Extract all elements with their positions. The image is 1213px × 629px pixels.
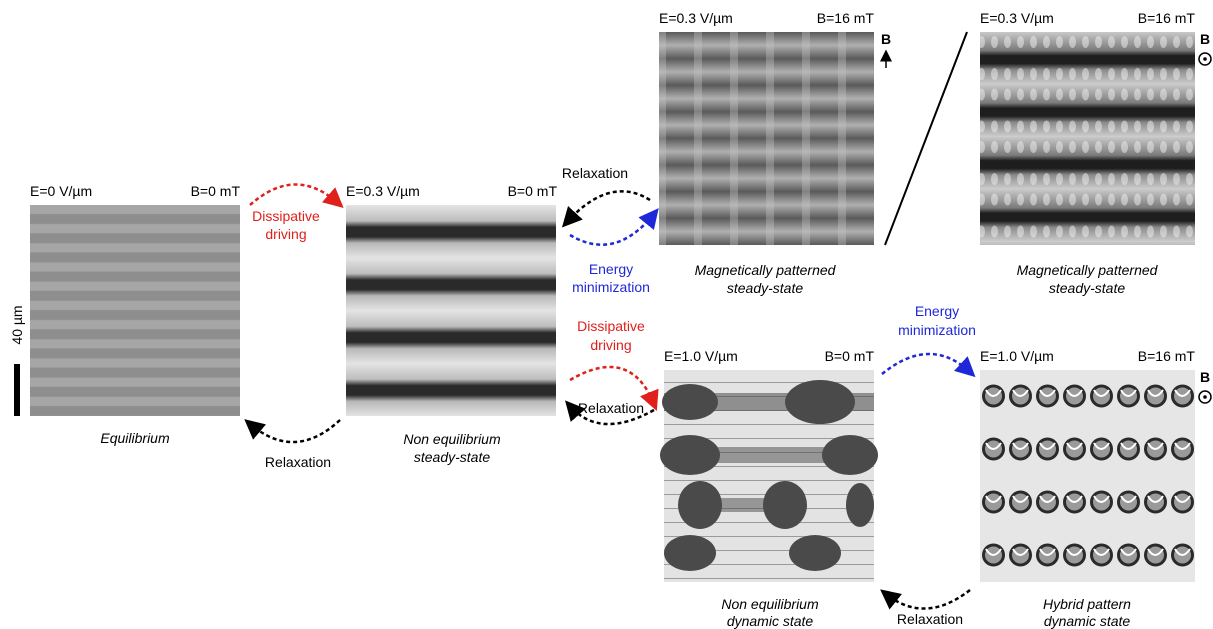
image-equilibrium bbox=[30, 205, 240, 416]
field-label: E=0.3 V/µm bbox=[980, 10, 1054, 26]
arrow bbox=[250, 184, 338, 205]
magnet-label: B=16 mT bbox=[817, 10, 875, 26]
field-dot bbox=[1199, 391, 1211, 403]
image-patterned-inplane bbox=[659, 32, 874, 245]
image-patterned-outplane bbox=[980, 32, 1195, 245]
caption: dynamic state bbox=[727, 613, 814, 629]
arrow bbox=[882, 354, 970, 374]
caption: steady-state bbox=[414, 449, 490, 465]
arrow-label: Relaxation bbox=[562, 165, 628, 181]
image-steady bbox=[346, 205, 556, 416]
field-symbol: B bbox=[1200, 31, 1210, 47]
image-dynamic bbox=[660, 370, 878, 582]
field-label: E=0.3 V/µm bbox=[346, 183, 420, 199]
magnet-label: B=0 mT bbox=[825, 348, 875, 364]
arrow-label: minimization bbox=[898, 322, 976, 338]
field-label: E=0 V/µm bbox=[30, 183, 92, 199]
arrow bbox=[570, 214, 654, 245]
arrow-label: Energy bbox=[589, 261, 633, 277]
field-symbol: B bbox=[881, 31, 891, 47]
field-label: E=1.0 V/µm bbox=[980, 348, 1054, 364]
arrow-label: Dissipative bbox=[252, 208, 320, 224]
field-symbol: B bbox=[1200, 369, 1210, 385]
magnet-label: B=16 mT bbox=[1138, 10, 1196, 26]
caption: Non equilibrium bbox=[403, 431, 501, 447]
arrow-label: minimization bbox=[572, 279, 650, 295]
divider bbox=[885, 32, 967, 245]
field-label: E=1.0 V/µm bbox=[664, 348, 738, 364]
arrow bbox=[570, 367, 654, 404]
caption: Magnetically patterned bbox=[1017, 262, 1159, 278]
caption: steady-state bbox=[1049, 280, 1125, 296]
arrow-label: Relaxation bbox=[265, 454, 331, 470]
caption: Hybrid pattern bbox=[1043, 596, 1131, 612]
arrow bbox=[250, 420, 340, 442]
caption: dynamic state bbox=[1044, 613, 1131, 629]
scale-label: 40 µm bbox=[9, 305, 25, 344]
arrow-label: driving bbox=[590, 337, 631, 353]
arrow-label: Energy bbox=[915, 303, 959, 319]
caption: steady-state bbox=[727, 280, 803, 296]
page: E=0 V/µm B=0 mT E=0.3 V/µm B=0 mT E=0.3 … bbox=[0, 0, 1213, 629]
caption: Magnetically patterned bbox=[695, 262, 837, 278]
arrow-label: Relaxation bbox=[578, 400, 644, 416]
magnet-label: B=0 mT bbox=[508, 183, 558, 199]
field-label: E=0.3 V/µm bbox=[659, 10, 733, 26]
caption: Equilibrium bbox=[100, 430, 170, 446]
arrow-label: Relaxation bbox=[897, 611, 963, 627]
field-dot bbox=[1199, 53, 1211, 65]
magnet-label: B=16 mT bbox=[1138, 348, 1196, 364]
image-hybrid bbox=[980, 370, 1195, 582]
arrow bbox=[886, 590, 970, 609]
figure: E=0 V/µm B=0 mT E=0.3 V/µm B=0 mT E=0.3 … bbox=[0, 0, 1213, 629]
arrow bbox=[567, 191, 650, 222]
scale-bar bbox=[14, 364, 20, 416]
arrow-label: driving bbox=[265, 226, 306, 242]
caption: Non equilibrium bbox=[721, 596, 819, 612]
arrow-label: Dissipative bbox=[577, 318, 645, 334]
magnet-label: B=0 mT bbox=[191, 183, 241, 199]
